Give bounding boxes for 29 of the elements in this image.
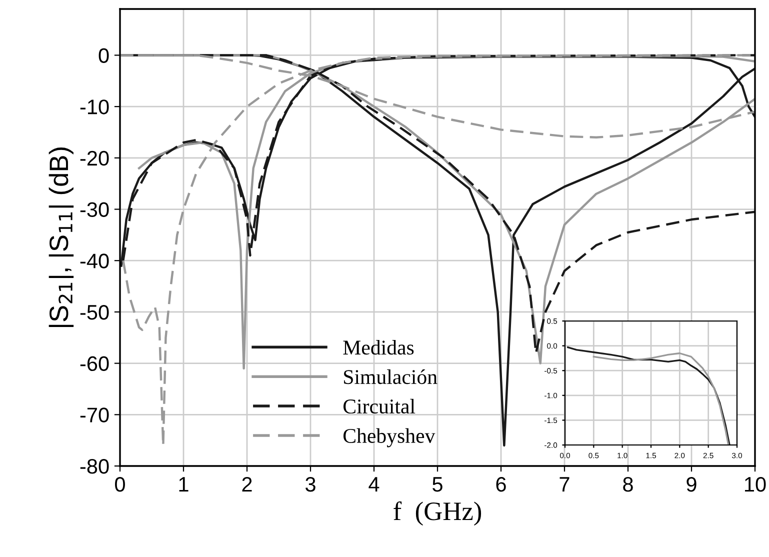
line-series	[592, 352, 730, 445]
x-tick-label: 5	[432, 477, 442, 492]
y-tick-label: -60	[80, 356, 109, 372]
y-tick-label: -30	[80, 202, 109, 218]
y-tick-label: -80	[80, 459, 109, 474]
x-tick-label: 1	[179, 477, 188, 492]
y-tick-label: 0	[98, 48, 109, 63]
x-tick-label: 10	[745, 476, 766, 492]
y-tick-label: -40	[80, 254, 109, 268]
line-series	[567, 346, 730, 445]
x-tick-label: 3	[306, 476, 316, 492]
x-axis-title: f (GHz)	[394, 501, 482, 526]
x-tick-label: 7	[560, 477, 570, 492]
x-tick-label: 8	[623, 476, 633, 492]
legend-label: Medidas	[343, 340, 414, 355]
y-tick-label: -70	[80, 408, 109, 422]
x-tick-label: 4	[368, 477, 380, 492]
y-tick-label: -20	[80, 150, 109, 166]
x-tick-label: 6	[496, 476, 506, 492]
x-tick-label: 9	[686, 476, 696, 492]
y-tick-label: -10	[80, 100, 109, 114]
line-series	[122, 54, 755, 447]
y-axis-title: |S$_{21}$|, |S$_{11}$| (dB)	[48, 148, 74, 327]
legend-label: Simulación	[344, 369, 438, 384]
legend-label: Circuital	[343, 398, 416, 414]
x-tick-label: 0	[115, 476, 125, 492]
x-tick-label: 2	[242, 476, 252, 492]
legend-label: Chebyshev	[343, 428, 436, 448]
y-tick-label: -50	[80, 304, 109, 320]
